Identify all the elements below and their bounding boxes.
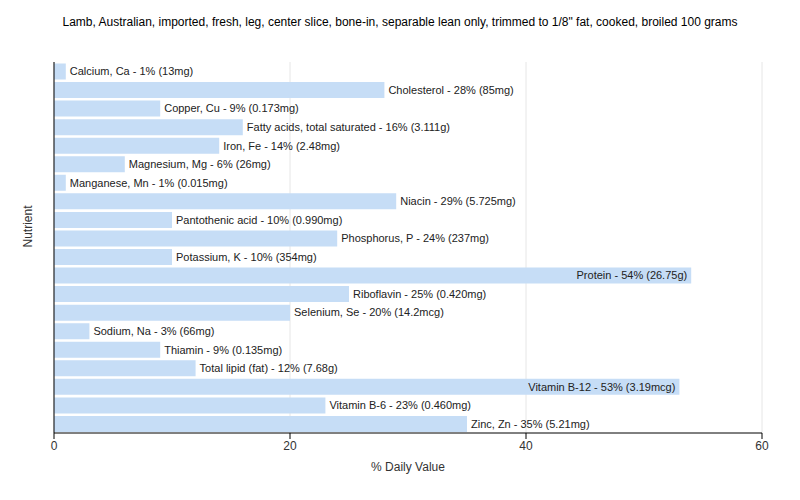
svg-text:Fatty acids, total saturated -: Fatty acids, total saturated - 16% (3.11…	[247, 121, 450, 133]
svg-text:60: 60	[755, 439, 769, 453]
svg-text:Potassium, K - 10% (354mg): Potassium, K - 10% (354mg)	[176, 251, 317, 263]
svg-text:Zinc, Zn - 35% (5.21mg): Zinc, Zn - 35% (5.21mg)	[471, 418, 590, 430]
svg-text:Riboflavin - 25% (0.420mg): Riboflavin - 25% (0.420mg)	[353, 288, 486, 300]
svg-text:Niacin - 29% (5.725mg): Niacin - 29% (5.725mg)	[400, 195, 516, 207]
svg-text:Phosphorus, P - 24% (237mg): Phosphorus, P - 24% (237mg)	[341, 232, 489, 244]
svg-text:Thiamin - 9% (0.135mg): Thiamin - 9% (0.135mg)	[164, 344, 282, 356]
svg-text:Protein - 54% (26.75g): Protein - 54% (26.75g)	[577, 269, 688, 281]
svg-text:Selenium, Se - 20% (14.2mcg): Selenium, Se - 20% (14.2mcg)	[294, 306, 444, 318]
html-text:Lamb, Australian, imported, fr: Lamb, Australian, imported, fresh, leg, …	[62, 15, 738, 29]
svg-text:Magnesium, Mg - 6% (26mg): Magnesium, Mg - 6% (26mg)	[129, 158, 271, 170]
svg-text:Vitamin B-6 - 23% (0.460mg): Vitamin B-6 - 23% (0.460mg)	[329, 399, 471, 411]
svg-text:Cholesterol - 28% (85mg): Cholesterol - 28% (85mg)	[388, 84, 513, 96]
svg-text:Pantothenic acid - 10% (0.990m: Pantothenic acid - 10% (0.990mg)	[176, 214, 342, 226]
svg-text:Vitamin B-12 - 53% (3.19mcg): Vitamin B-12 - 53% (3.19mcg)	[528, 381, 675, 393]
svg-text:Iron, Fe - 14% (2.48mg): Iron, Fe - 14% (2.48mg)	[223, 140, 340, 152]
svg-text:Calcium, Ca - 1% (13mg): Calcium, Ca - 1% (13mg)	[70, 65, 193, 77]
svg-text:Total lipid (fat) - 12% (7.68g: Total lipid (fat) - 12% (7.68g)	[200, 362, 338, 374]
svg-text:Manganese, Mn - 1% (0.015mg): Manganese, Mn - 1% (0.015mg)	[70, 177, 228, 189]
svg-text:20: 20	[283, 439, 297, 453]
svg-text:% Daily Value: % Daily Value	[371, 460, 445, 474]
svg-text:40: 40	[519, 439, 533, 453]
svg-text:Nutrient: Nutrient	[21, 205, 35, 248]
svg-text:Sodium, Na - 3% (66mg): Sodium, Na - 3% (66mg)	[93, 325, 214, 337]
svg-text:Copper, Cu - 9% (0.173mg): Copper, Cu - 9% (0.173mg)	[164, 102, 299, 114]
svg-text:0: 0	[51, 439, 58, 453]
